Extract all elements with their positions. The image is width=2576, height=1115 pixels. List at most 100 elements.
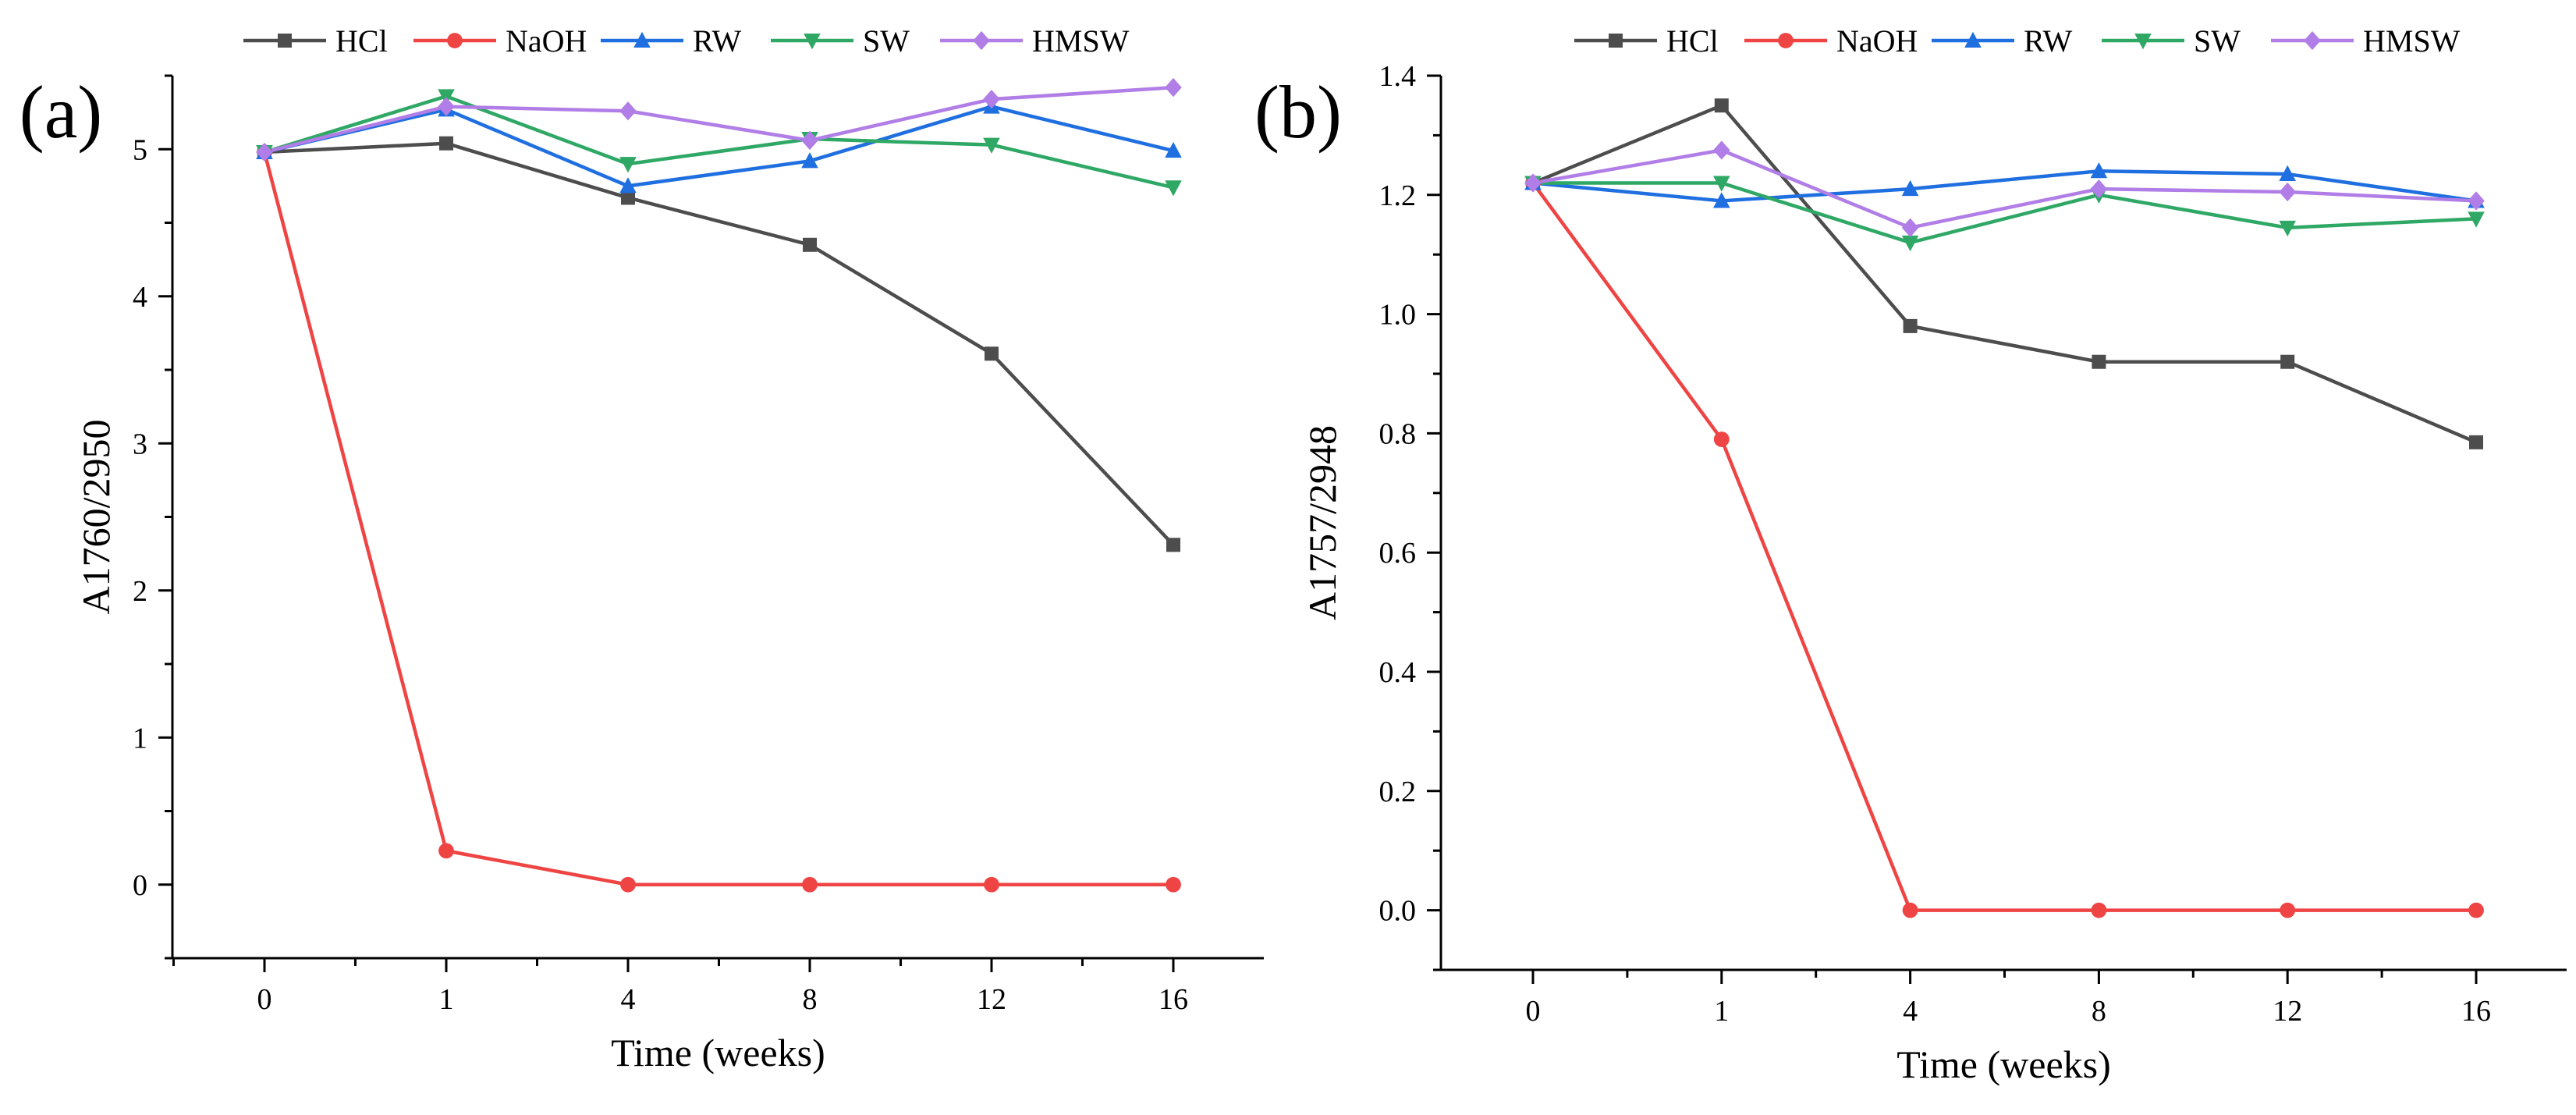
series-line-hmsw bbox=[264, 85, 1174, 154]
y-axis-label: A1757/2948 bbox=[1300, 425, 1344, 620]
data-point-hmsw bbox=[801, 130, 818, 151]
legend-marker-naoh bbox=[447, 33, 463, 48]
legend-label-sw: SW bbox=[2194, 23, 2241, 59]
legend-marker-hcl bbox=[278, 34, 292, 48]
series-line-rw bbox=[1532, 169, 2477, 203]
data-point-hmsw bbox=[1713, 140, 1730, 160]
data-point-naoh bbox=[1902, 902, 1918, 918]
y-tick-label: 1.4 bbox=[1379, 60, 1417, 93]
data-point-naoh bbox=[438, 843, 454, 859]
panel-label: (a) bbox=[20, 70, 103, 154]
data-point-naoh bbox=[2091, 902, 2107, 918]
data-point-hmsw bbox=[438, 97, 455, 116]
data-point-sw bbox=[1165, 180, 1182, 197]
y-tick-label: 0.2 bbox=[1379, 776, 1417, 808]
data-point-hmsw bbox=[1165, 77, 1182, 98]
y-tick-label: 0.8 bbox=[1379, 417, 1417, 450]
x-axis-label: Time (weeks) bbox=[611, 1031, 825, 1074]
legend-marker-sw bbox=[2134, 34, 2152, 50]
data-point-rw bbox=[1901, 179, 1919, 197]
series-line-sw bbox=[264, 94, 1174, 190]
data-point-hmsw bbox=[2468, 191, 2485, 211]
y-tick-label: 4 bbox=[133, 281, 147, 314]
y-tick-label: 1.2 bbox=[1379, 179, 1417, 212]
legend-label-hmsw: HMSW bbox=[1032, 23, 1130, 59]
data-point-hcl bbox=[2469, 435, 2483, 449]
data-point-hcl bbox=[621, 190, 635, 205]
data-point-rw bbox=[2090, 162, 2108, 179]
y-tick-label: 0.6 bbox=[1379, 537, 1417, 570]
data-point-hmsw bbox=[2090, 179, 2108, 199]
legend-label-hcl: HCl bbox=[335, 23, 388, 59]
data-point-rw bbox=[2279, 165, 2296, 182]
data-point-sw bbox=[1901, 235, 1919, 252]
legend-marker-sw bbox=[804, 34, 821, 50]
data-point-sw bbox=[983, 137, 1000, 154]
legend-marker-hmsw bbox=[973, 30, 990, 51]
y-tick-label: 0 bbox=[133, 869, 147, 902]
data-point-naoh bbox=[2468, 902, 2484, 918]
x-tick-label: 0 bbox=[1526, 995, 1541, 1028]
data-point-naoh bbox=[984, 876, 999, 893]
data-point-hmsw bbox=[1524, 173, 1542, 193]
x-axis-label: Time (weeks) bbox=[1897, 1042, 2111, 1086]
series-line-rw bbox=[264, 105, 1174, 188]
panel-label: (b) bbox=[1254, 70, 1342, 154]
x-tick-label: 4 bbox=[621, 983, 636, 1016]
y-tick-label: 5 bbox=[133, 133, 147, 166]
data-point-sw bbox=[2468, 211, 2485, 228]
chart-b: 0.0 0.2 0.4 0.6 0.8 1.0 1.2 1.4 0 1 4 8 12 16 Time (we… bbox=[1254, 23, 2567, 1086]
data-point-hcl bbox=[439, 136, 453, 151]
y-tick-label: 2 bbox=[133, 575, 147, 608]
x-tick-label: 4 bbox=[1903, 995, 1918, 1028]
data-point-naoh bbox=[802, 876, 818, 893]
legend-marker-naoh bbox=[1778, 33, 1794, 48]
x-tick-label: 12 bbox=[977, 983, 1006, 1016]
y-tick-label: 3 bbox=[133, 428, 147, 460]
y-tick-label: 0.0 bbox=[1379, 895, 1417, 928]
x-tick-label: 1 bbox=[1714, 995, 1729, 1028]
data-point-rw bbox=[1713, 192, 1730, 208]
data-point-hmsw bbox=[1901, 218, 1919, 237]
series-line-hmsw bbox=[1532, 148, 2477, 230]
x-tick-label: 8 bbox=[2092, 995, 2106, 1028]
data-point-hcl bbox=[803, 237, 817, 252]
data-point-naoh bbox=[620, 876, 636, 893]
legend-marker-hmsw bbox=[2304, 30, 2321, 51]
legend-marker-hcl bbox=[1609, 34, 1623, 48]
data-point-sw bbox=[1713, 176, 1730, 192]
series-line-sw bbox=[1533, 181, 2477, 245]
data-point-rw bbox=[1165, 141, 1182, 158]
series-line-naoh bbox=[1531, 182, 2476, 912]
data-point-rw bbox=[801, 152, 818, 169]
data-point-naoh bbox=[2280, 902, 2296, 918]
x-tick-label: 8 bbox=[803, 983, 818, 1016]
data-point-hmsw bbox=[256, 142, 273, 162]
legend-label-rw: RW bbox=[693, 23, 741, 59]
legend-label-sw: SW bbox=[863, 23, 910, 59]
y-axis-label: A1760/2950 bbox=[74, 420, 118, 615]
data-point-naoh bbox=[1166, 876, 1181, 893]
legend-label-naoh: NaOH bbox=[1836, 23, 1918, 59]
data-point-hmsw bbox=[619, 101, 637, 121]
x-tick-label: 0 bbox=[257, 983, 272, 1016]
series-line-naoh bbox=[262, 151, 1173, 886]
data-point-hcl bbox=[2280, 354, 2295, 369]
y-tick-label: 1 bbox=[133, 722, 147, 755]
data-point-hcl bbox=[985, 346, 999, 361]
data-point-sw bbox=[619, 157, 637, 173]
data-point-hcl bbox=[1166, 538, 1180, 552]
x-tick-label: 12 bbox=[2273, 995, 2302, 1028]
legend-marker-rw bbox=[633, 31, 651, 48]
legend-marker-rw bbox=[1964, 31, 1982, 48]
y-tick-label: 0.4 bbox=[1379, 656, 1417, 689]
legend-label-rw: RW bbox=[2024, 23, 2072, 59]
legend-label-hcl: HCl bbox=[1666, 23, 1719, 59]
x-tick-label: 16 bbox=[1158, 983, 1188, 1016]
series-line-hcl bbox=[1532, 103, 2477, 444]
data-point-hmsw bbox=[983, 90, 1000, 109]
data-point-sw bbox=[2279, 220, 2296, 237]
